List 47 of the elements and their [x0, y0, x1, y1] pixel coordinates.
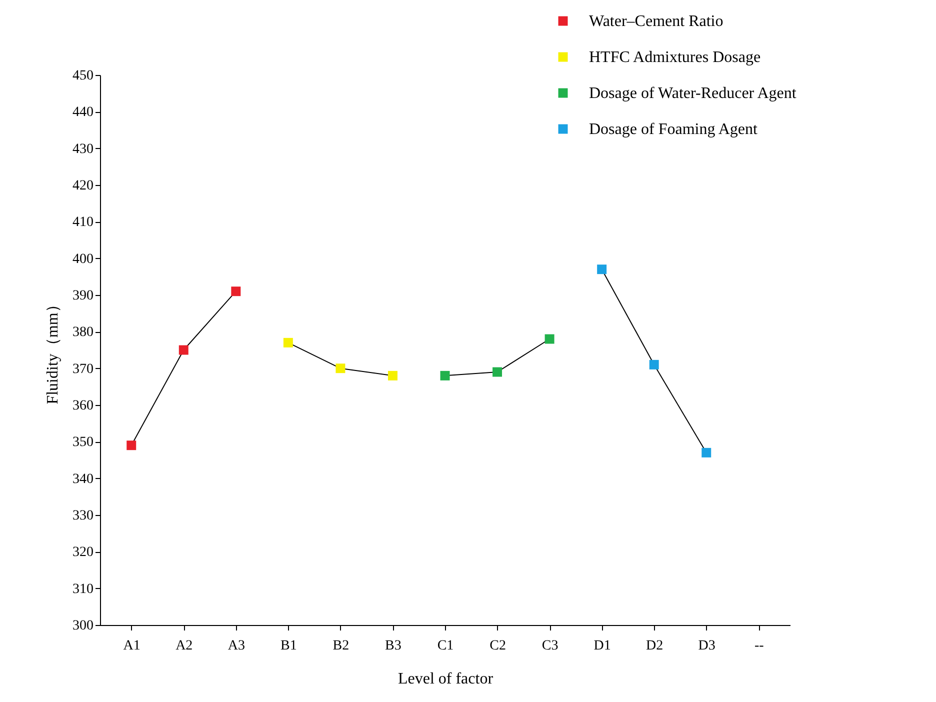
- y-tick-label: 370: [72, 362, 94, 377]
- x-tick-label: B3: [385, 638, 402, 654]
- y-tick-label: 430: [72, 142, 94, 157]
- x-tick-label: A1: [123, 638, 140, 654]
- y-tick-label: 310: [72, 582, 94, 597]
- x-tick-label: A2: [176, 638, 193, 654]
- legend-label: Dosage of Foaming Agent: [589, 121, 758, 138]
- x-tick-label: B1: [280, 638, 297, 654]
- y-tick-label: 340: [72, 472, 94, 487]
- x-tick-label: C3: [542, 638, 558, 654]
- x-axis-title: Level of factor: [398, 670, 494, 688]
- legend-label: Dosage of Water-Reducer Agent: [589, 85, 797, 102]
- y-tick-label: 400: [72, 252, 94, 267]
- x-tick-label: C2: [490, 638, 506, 654]
- y-tick-label: 320: [72, 545, 94, 560]
- x-tick-label: --: [754, 638, 764, 654]
- point: [440, 370, 450, 380]
- point: [544, 334, 554, 344]
- point: [178, 345, 188, 355]
- x-tick-label: A3: [228, 638, 245, 654]
- x-tick-label: D3: [698, 638, 716, 654]
- point: [336, 364, 346, 374]
- point: [597, 264, 607, 274]
- x-tick-label: D1: [594, 638, 611, 654]
- y-tick-label: 380: [72, 325, 94, 340]
- point: [649, 360, 659, 370]
- y-tick-label: 390: [72, 288, 94, 304]
- y-tick-label: 360: [72, 398, 94, 414]
- x-tick-label: C1: [437, 638, 454, 654]
- point: [492, 367, 502, 377]
- y-tick-label: 450: [72, 68, 94, 84]
- y-tick-label: 410: [72, 215, 94, 230]
- point: [231, 286, 241, 296]
- y-axis-title: Fluidity（mm）: [44, 296, 62, 404]
- y-tick-label: 300: [72, 618, 94, 634]
- legend-label: HTFC Admixtures Dosage: [589, 49, 761, 66]
- x-tick-label: D2: [646, 638, 664, 654]
- y-tick-label: 350: [72, 435, 94, 450]
- y-tick-label: 440: [72, 105, 94, 120]
- point: [126, 440, 136, 450]
- x-tick-label: B2: [332, 638, 350, 654]
- y-tick-label: 330: [72, 508, 94, 524]
- point: [388, 370, 398, 380]
- point: [283, 338, 293, 348]
- y-tick-label: 420: [72, 178, 94, 194]
- legend-label: Water–Cement Ratio: [589, 13, 724, 30]
- point: [702, 448, 712, 458]
